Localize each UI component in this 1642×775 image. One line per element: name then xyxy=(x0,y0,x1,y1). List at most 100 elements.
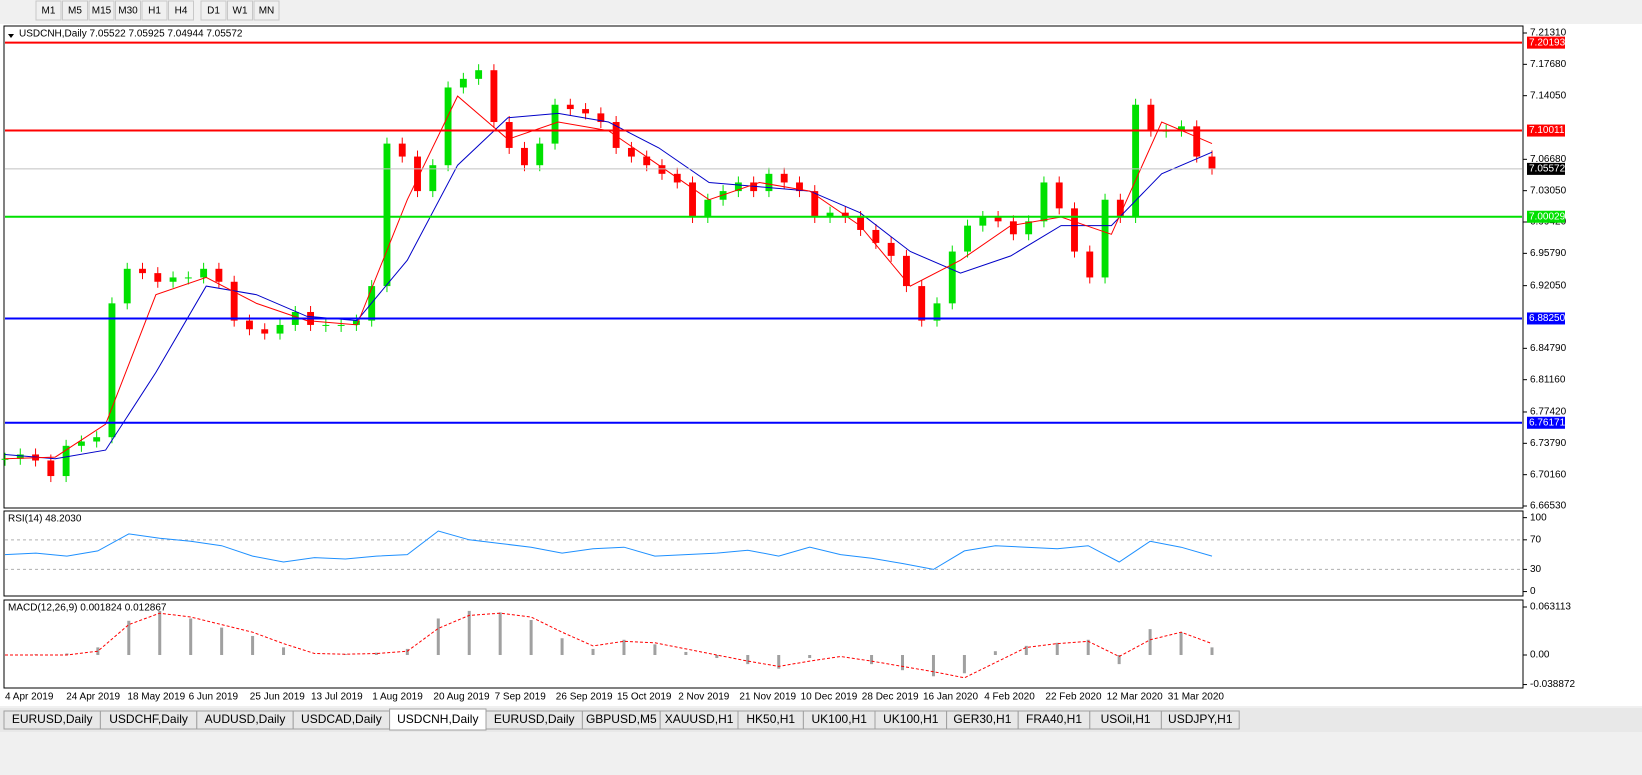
rsi-line xyxy=(4,530,1213,570)
x-tick-label: 12 Mar 2020 xyxy=(1107,692,1164,703)
candle-body xyxy=(230,281,238,321)
candle-body xyxy=(139,268,146,274)
timeframe-button[interactable] xyxy=(141,0,168,21)
candle-body xyxy=(123,268,131,304)
candle-body xyxy=(352,320,360,325)
x-tick-label: 21 Nov 2019 xyxy=(739,692,796,703)
timeframe-button[interactable] xyxy=(88,0,115,21)
candle-body xyxy=(1040,182,1048,222)
y-tick-label: -0.038872 xyxy=(1530,679,1575,690)
candle-body xyxy=(1116,199,1124,218)
tab-label[interactable]: USDCAD,Daily xyxy=(301,712,382,726)
candle-body xyxy=(887,242,895,256)
price-label: 7.05572 xyxy=(1529,164,1566,175)
tab-label[interactable]: EURUSD,Daily xyxy=(12,712,93,726)
x-tick-label: 4 Apr 2019 xyxy=(5,692,54,703)
candle-body xyxy=(16,454,24,459)
candle-body xyxy=(857,217,865,230)
candle-body xyxy=(246,320,253,330)
tab-label[interactable]: USOil,H1 xyxy=(1101,712,1151,726)
candle-body xyxy=(322,324,330,326)
x-tick-label: 28 Dec 2019 xyxy=(862,692,919,703)
price-label: 7.10011 xyxy=(1529,125,1565,136)
tab[interactable] xyxy=(1160,710,1240,730)
timeframe-label[interactable]: D1 xyxy=(207,6,220,17)
tab-label[interactable]: USDCNH,Daily xyxy=(397,712,478,726)
tab-label[interactable]: UK100,H1 xyxy=(812,712,868,726)
candle-body xyxy=(505,122,513,148)
timeframe-button[interactable] xyxy=(253,0,280,21)
y-tick-label: 6.92050 xyxy=(1530,280,1567,291)
timeframe-label[interactable]: M5 xyxy=(68,6,82,17)
timeframe-label[interactable]: W1 xyxy=(233,6,248,17)
candle-body xyxy=(734,182,742,192)
y-tick-label: 6.95790 xyxy=(1530,248,1567,259)
tab-label[interactable]: UK100,H1 xyxy=(883,712,939,726)
timeframe-button[interactable] xyxy=(115,0,141,21)
y-tick-label: 6.84790 xyxy=(1530,343,1567,354)
y-tick-label: 6.77420 xyxy=(1530,407,1567,418)
timeframe-label[interactable]: H1 xyxy=(148,6,161,17)
tab-label[interactable]: FRA40,H1 xyxy=(1026,712,1082,726)
candle-body xyxy=(689,182,696,218)
candle-body xyxy=(429,165,437,192)
candle-body xyxy=(261,329,269,334)
candle-body xyxy=(627,147,635,157)
candle-body xyxy=(933,303,941,321)
candle-body xyxy=(979,217,987,226)
candle-body xyxy=(826,212,834,218)
moving-average xyxy=(4,112,1213,460)
tab-label[interactable]: XAUUSD,H1 xyxy=(665,712,734,726)
panel-title: MACD(12,26,9) 0.001824 0.012867 xyxy=(8,603,167,614)
x-tick-label: 20 Aug 2019 xyxy=(433,692,490,703)
candle-body xyxy=(612,122,620,148)
candle-body xyxy=(62,445,70,477)
timeframe-button[interactable] xyxy=(200,0,227,21)
x-tick-label: 31 Mar 2020 xyxy=(1168,692,1225,703)
candle-body xyxy=(1178,126,1185,131)
tab-label[interactable]: GER30,H1 xyxy=(953,712,1011,726)
y-tick-label: 0 xyxy=(1530,586,1536,597)
toolbar xyxy=(0,0,1642,22)
collapse-icon xyxy=(8,34,14,38)
timeframe-label[interactable]: M30 xyxy=(118,6,138,17)
candle-body xyxy=(77,441,85,446)
y-tick-label: 100 xyxy=(1530,512,1547,523)
timeframe-button[interactable] xyxy=(227,0,253,21)
candle-body xyxy=(47,460,55,477)
candle-body xyxy=(1193,126,1201,157)
timeframe-label[interactable]: H4 xyxy=(175,6,188,17)
tab-label[interactable]: GBPUSD,M5 xyxy=(586,712,657,726)
x-tick-label: 15 Oct 2019 xyxy=(617,692,672,703)
tab-label[interactable]: HK50,H1 xyxy=(746,712,795,726)
y-tick-label: 7.06680 xyxy=(1530,154,1567,165)
y-tick-label: 70 xyxy=(1530,534,1542,545)
candle-body xyxy=(521,147,528,166)
price-label-box xyxy=(1527,124,1565,137)
y-tick-label: 6.81160 xyxy=(1530,374,1566,385)
candle-body xyxy=(551,104,559,144)
timeframe-label[interactable]: M15 xyxy=(92,6,112,17)
tab-label[interactable]: USDJPY,H1 xyxy=(1168,712,1233,726)
candle-body xyxy=(1147,104,1155,131)
candle-body xyxy=(780,173,788,183)
candle-body xyxy=(1025,221,1033,235)
timeframe-button[interactable] xyxy=(168,0,194,21)
candle-body xyxy=(1071,208,1078,252)
candle-body xyxy=(536,143,544,166)
candle-body xyxy=(276,324,284,334)
candle-body xyxy=(948,251,956,304)
tab-label[interactable]: USDCHF,Daily xyxy=(109,712,188,726)
timeframe-button[interactable] xyxy=(35,0,62,21)
tab-label[interactable]: AUDUSD,Daily xyxy=(205,712,286,726)
candle-body xyxy=(398,143,406,157)
timeframe-label[interactable]: M1 xyxy=(42,6,56,17)
candle-body xyxy=(811,191,819,218)
price-label-box xyxy=(1527,312,1565,325)
timeframe-label[interactable]: MN xyxy=(259,6,275,17)
y-tick-label: 0.00 xyxy=(1530,650,1550,661)
y-tick-label: 7.17680 xyxy=(1530,59,1567,70)
timeframe-button[interactable] xyxy=(62,0,88,21)
y-tick-label: 0.063113 xyxy=(1530,602,1571,613)
tab-label[interactable]: EURUSD,Daily xyxy=(494,712,575,726)
